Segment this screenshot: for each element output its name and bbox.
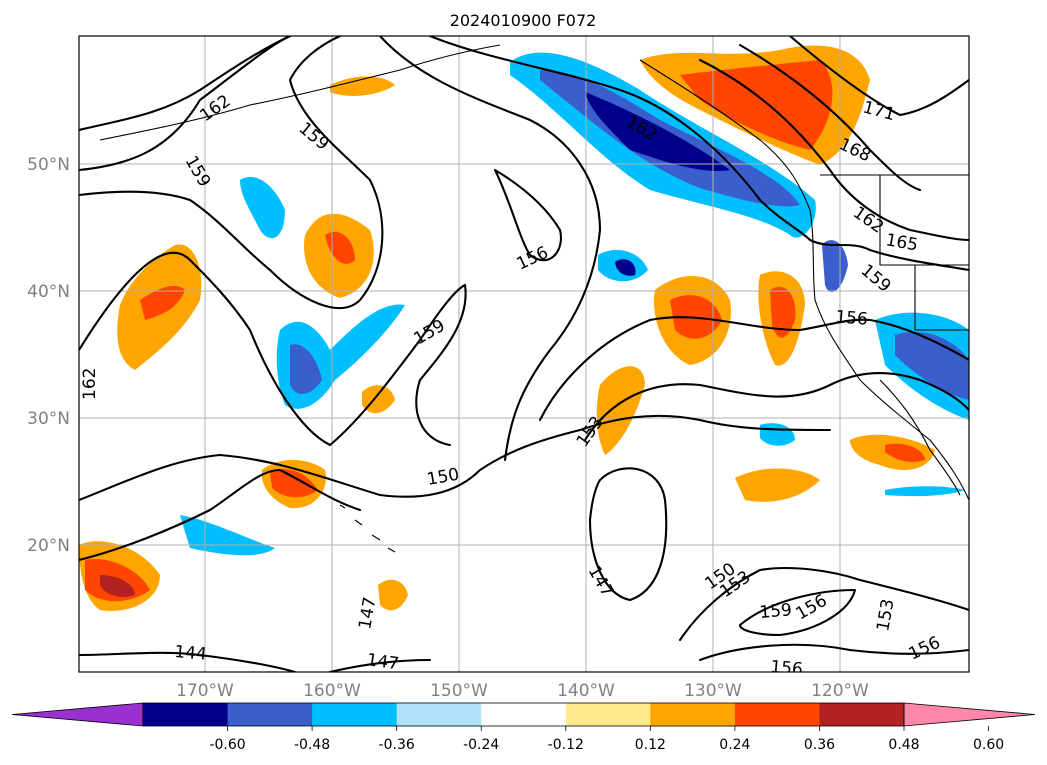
colorbar-extend-low [11,702,144,727]
state-border-2 [914,265,969,331]
colorbar-bin [650,703,736,726]
contour-label: 144 [174,642,208,665]
figure-title: 2024010900 F072 [450,11,597,30]
colorbar-bin [481,703,567,726]
contour-156-loop [493,168,562,262]
positive-anomaly-aleutian [330,76,395,96]
contour-162-north [79,36,292,132]
contour-156-east [538,316,969,422]
contour-159-central [79,251,467,447]
hawaii-islands [339,504,396,553]
colorbar-bin [143,703,229,726]
contour-147-south [328,658,432,672]
negative-anomaly-east-strip [885,486,965,497]
contour-156-south [698,643,969,662]
contour-153-east [583,372,969,442]
bc-coast [639,59,969,501]
negative-anomaly-west [240,176,285,239]
lat-label-40: 40°N [27,282,70,302]
lon-label-140w: 140°W [557,681,615,701]
map-area: 162 159 159 156 159 162 171 168 162 165 … [79,36,969,680]
positive-anomaly-coastal-core [770,286,796,338]
colorbar-bin [565,703,651,726]
baja-coast [879,379,961,496]
colorbar-tick-label: -0.12 [548,737,584,753]
colorbar-tick-label: -0.60 [209,737,245,753]
negative-anomaly-coast-south [822,240,848,293]
colorbar-tick-label: 0.24 [719,737,750,753]
lat-label-20: 20°N [27,536,70,556]
colorbar-tick-label: -0.48 [294,737,330,753]
contour-171 [788,36,969,117]
contour-147-loop [588,467,668,602]
colorbar-frame [142,702,905,727]
contour-159-south [738,588,857,637]
positive-anomaly-west-core [140,285,185,320]
contour-label: 156 [770,657,804,680]
colorbar-tick-label: -0.24 [463,737,499,753]
positive-anomaly-east-trop [735,468,820,502]
colorbar-tick-label: 0.36 [804,737,835,753]
contour-label: 147 [365,650,400,674]
colorbar-tick-label: 0.12 [635,737,666,753]
contour-153-south [79,468,362,562]
colorbar-bin [312,703,398,726]
lat-label-30: 30°N [27,409,70,429]
colorbar-tick-label: 0.60 [973,737,1004,753]
colorbar-extend-high [903,702,1036,727]
colorbar-bin [819,703,905,726]
contour-159-loop [79,36,384,310]
contour-north-arc [378,36,602,462]
negative-anomaly-band-max [585,92,730,171]
latitude-labels: 50°N 40°N 30°N 20°N [27,155,70,556]
positive-anomaly-hawaii [378,579,408,611]
positive-anomaly-subtropic-core [270,469,318,498]
colorbar-bin [734,703,820,726]
map-frame [78,35,970,673]
lon-label-120w: 120°W [811,681,869,701]
positive-anomaly-subtropic-east [596,366,645,455]
lat-label-50: 50°N [27,155,70,175]
contour-168 [738,43,922,192]
lon-label-130w: 130°W [684,681,742,701]
colorbar: -0.60 -0.48 -0.36 -0.24 -0.12 0.12 0.24 0.36 0.4… [11,702,1036,753]
positive-anomaly-sw-max [100,575,135,597]
contour-150-south [678,566,969,642]
colorbar-bin [396,703,482,726]
lon-label-150w: 150°W [430,681,488,701]
negative-anomaly-mid-core [290,344,322,395]
contour-label: 159 [759,600,793,623]
positive-anomaly-small [362,385,395,414]
longitude-labels: 170°W 160°W 150°W 140°W 130°W 120°W [176,681,869,701]
positive-anomaly-mexico-core [885,443,925,463]
contour-144 [79,651,297,672]
height-contours [79,36,969,672]
contour-165 [698,58,969,242]
lon-label-170w: 170°W [176,681,234,701]
colorbar-tick-label: -0.36 [379,737,415,753]
coastlines [99,44,969,553]
contour-label: 156 [835,307,869,330]
alaska-peninsula-coast [99,44,501,141]
contour-162-east [428,36,969,272]
contour-159-north [79,36,292,172]
negative-anomaly-mid-east-core [615,259,636,276]
colorbar-bin [227,703,313,726]
colorbar-tick-label: 0.48 [888,737,919,753]
contour-150 [79,414,832,502]
contour-label: 162 [80,368,100,400]
lon-label-160w: 160°W [303,681,361,701]
